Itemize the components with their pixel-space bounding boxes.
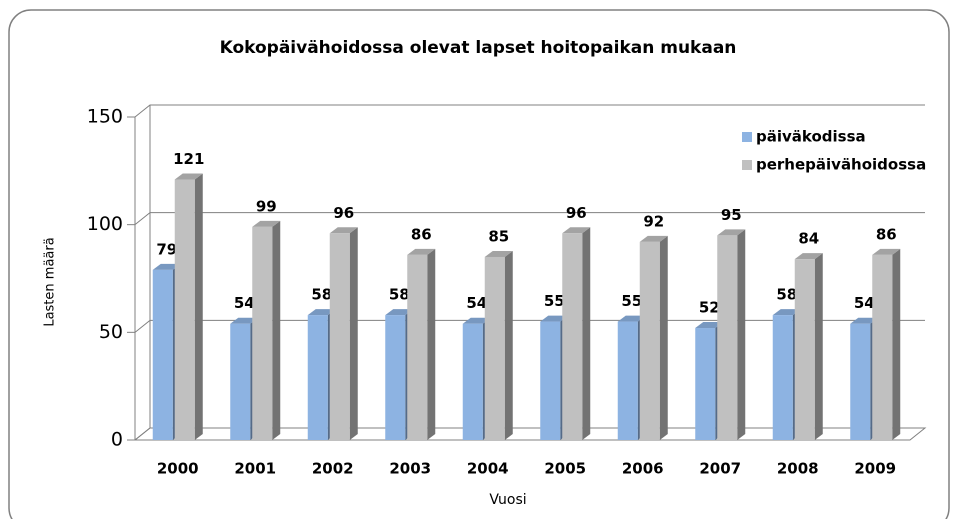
grid-line <box>134 212 925 226</box>
x-tick-label: 2003 <box>389 460 431 478</box>
data-label: 54 <box>234 294 255 312</box>
data-label: 52 <box>699 299 720 317</box>
bar-top <box>385 309 414 316</box>
x-tick-label: 2004 <box>467 460 509 478</box>
data-label: 96 <box>333 204 354 222</box>
bar <box>639 241 660 440</box>
data-label: 55 <box>544 292 565 310</box>
bar-side <box>892 248 901 440</box>
legend-swatch <box>742 132 752 142</box>
bar <box>174 179 195 441</box>
y-tick-label: 50 <box>99 321 123 343</box>
bar-top <box>562 227 591 234</box>
data-label: 58 <box>389 286 410 304</box>
x-tick-label: 2009 <box>854 460 896 478</box>
data-label: 54 <box>854 294 875 312</box>
chart-title: Kokopäivähoidossa olevat lapset hoitopai… <box>220 38 737 58</box>
data-label: 92 <box>643 212 664 230</box>
bar <box>152 269 173 440</box>
data-label: 55 <box>621 292 642 310</box>
bar-top <box>850 317 879 324</box>
bar <box>484 256 505 440</box>
bar <box>252 226 273 440</box>
x-tick-label: 2001 <box>234 460 276 478</box>
data-label: 85 <box>488 227 509 245</box>
y-tick-label: 100 <box>87 213 123 235</box>
bar <box>872 254 893 440</box>
bar <box>329 233 350 440</box>
y-axis-label: Lasten määrä <box>43 237 58 326</box>
bar-top <box>717 229 746 236</box>
bar <box>617 321 638 440</box>
bar <box>695 328 716 440</box>
x-tick-label: 2007 <box>699 460 741 478</box>
bar <box>717 235 738 440</box>
bar-top <box>617 315 646 322</box>
bar <box>562 233 583 440</box>
bar-top <box>794 253 823 260</box>
bar-side <box>737 229 746 440</box>
bar-top <box>772 309 801 316</box>
bar-top <box>695 322 724 329</box>
bar-top <box>230 317 259 324</box>
y-tick-label: 0 <box>111 429 123 451</box>
data-label: 121 <box>173 150 204 168</box>
bar-top <box>462 317 491 324</box>
data-label: 84 <box>798 230 819 248</box>
x-tick-label: 2006 <box>622 460 664 478</box>
legend-label: perhepäivähoidossa <box>756 156 926 174</box>
data-label: 79 <box>156 240 177 258</box>
bar-side <box>814 253 823 440</box>
x-tick-label: 2000 <box>157 460 199 478</box>
grid-line <box>134 104 925 118</box>
bar-top <box>252 220 281 227</box>
bar <box>462 323 483 440</box>
bar-side <box>659 235 668 440</box>
legend-swatch <box>742 160 752 170</box>
x-tick-label: 2002 <box>312 460 354 478</box>
bar-top <box>407 248 436 255</box>
bar-top <box>639 235 668 242</box>
data-label: 58 <box>311 286 332 304</box>
bar-top <box>484 250 513 257</box>
bar-top <box>540 315 569 322</box>
bar-side <box>194 173 203 441</box>
bar <box>385 315 406 440</box>
x-axis-label: Vuosi <box>489 492 526 508</box>
data-label: 54 <box>466 294 487 312</box>
x-tick-label: 2005 <box>544 460 586 478</box>
bar <box>407 254 428 440</box>
bar <box>772 315 793 440</box>
bar-top <box>872 248 901 255</box>
bar-top <box>152 263 181 270</box>
data-label: 58 <box>776 286 797 304</box>
bar <box>794 259 815 440</box>
bar-side <box>349 227 358 440</box>
data-label: 86 <box>411 225 432 243</box>
bar-side <box>427 248 436 440</box>
bar-side <box>504 250 513 440</box>
x-tick-label: 2008 <box>777 460 819 478</box>
bar-top <box>329 227 358 234</box>
bar-side <box>582 227 591 440</box>
bar-top <box>174 173 203 180</box>
bar <box>540 321 561 440</box>
data-label: 99 <box>256 197 277 215</box>
y-tick-label: 150 <box>87 106 123 128</box>
bar <box>230 323 251 440</box>
legend-label: päiväkodissa <box>756 128 866 146</box>
bar-top <box>307 309 336 316</box>
bar <box>307 315 328 440</box>
data-label: 95 <box>721 206 742 224</box>
bar <box>850 323 871 440</box>
bar-side <box>272 220 281 440</box>
data-label: 96 <box>566 204 587 222</box>
data-label: 86 <box>876 225 897 243</box>
